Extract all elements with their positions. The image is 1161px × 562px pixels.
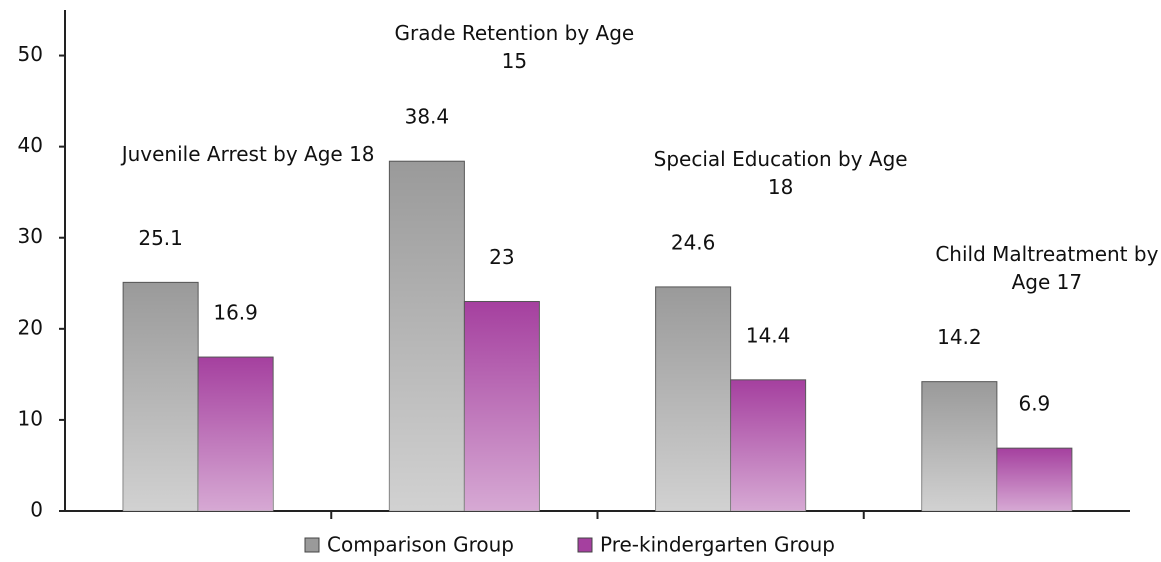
- value-label: 38.4: [405, 105, 450, 129]
- value-label: 23: [489, 245, 514, 269]
- legend-swatch: [304, 537, 320, 553]
- y-tick-label: 0: [30, 498, 43, 522]
- bar-shine: [389, 161, 465, 511]
- category-label: Juvenile Arrest by Age 18: [121, 142, 375, 167]
- legend-label: Pre-kindergarten Group: [600, 533, 835, 557]
- value-label: 14.2: [937, 325, 982, 349]
- bar-shine: [198, 357, 274, 511]
- category-label: Grade Retention by Age 15: [394, 21, 635, 74]
- value-label: 14.4: [746, 323, 791, 347]
- bar-shine: [655, 286, 731, 511]
- category-label: Child Maltreatment by Age 17: [935, 241, 1159, 294]
- y-tick-label: 50: [18, 42, 43, 66]
- value-label: 16.9: [213, 301, 258, 325]
- legend-label: Comparison Group: [327, 533, 514, 557]
- bar-shine: [730, 379, 806, 511]
- bar-shine: [123, 282, 199, 511]
- bar-shine: [921, 381, 997, 511]
- legend-swatch: [577, 537, 593, 553]
- category-label: Special Education by Age 18: [653, 146, 908, 199]
- bar-shine: [996, 448, 1072, 511]
- y-tick-label: 20: [18, 315, 43, 339]
- y-tick-label: 10: [18, 406, 43, 430]
- y-tick-label: 40: [18, 133, 43, 157]
- bar-shine: [464, 301, 540, 511]
- y-tick-label: 30: [18, 224, 43, 248]
- value-label: 25.1: [138, 226, 183, 250]
- value-label: 6.9: [1018, 392, 1050, 416]
- value-label: 24.6: [671, 230, 716, 254]
